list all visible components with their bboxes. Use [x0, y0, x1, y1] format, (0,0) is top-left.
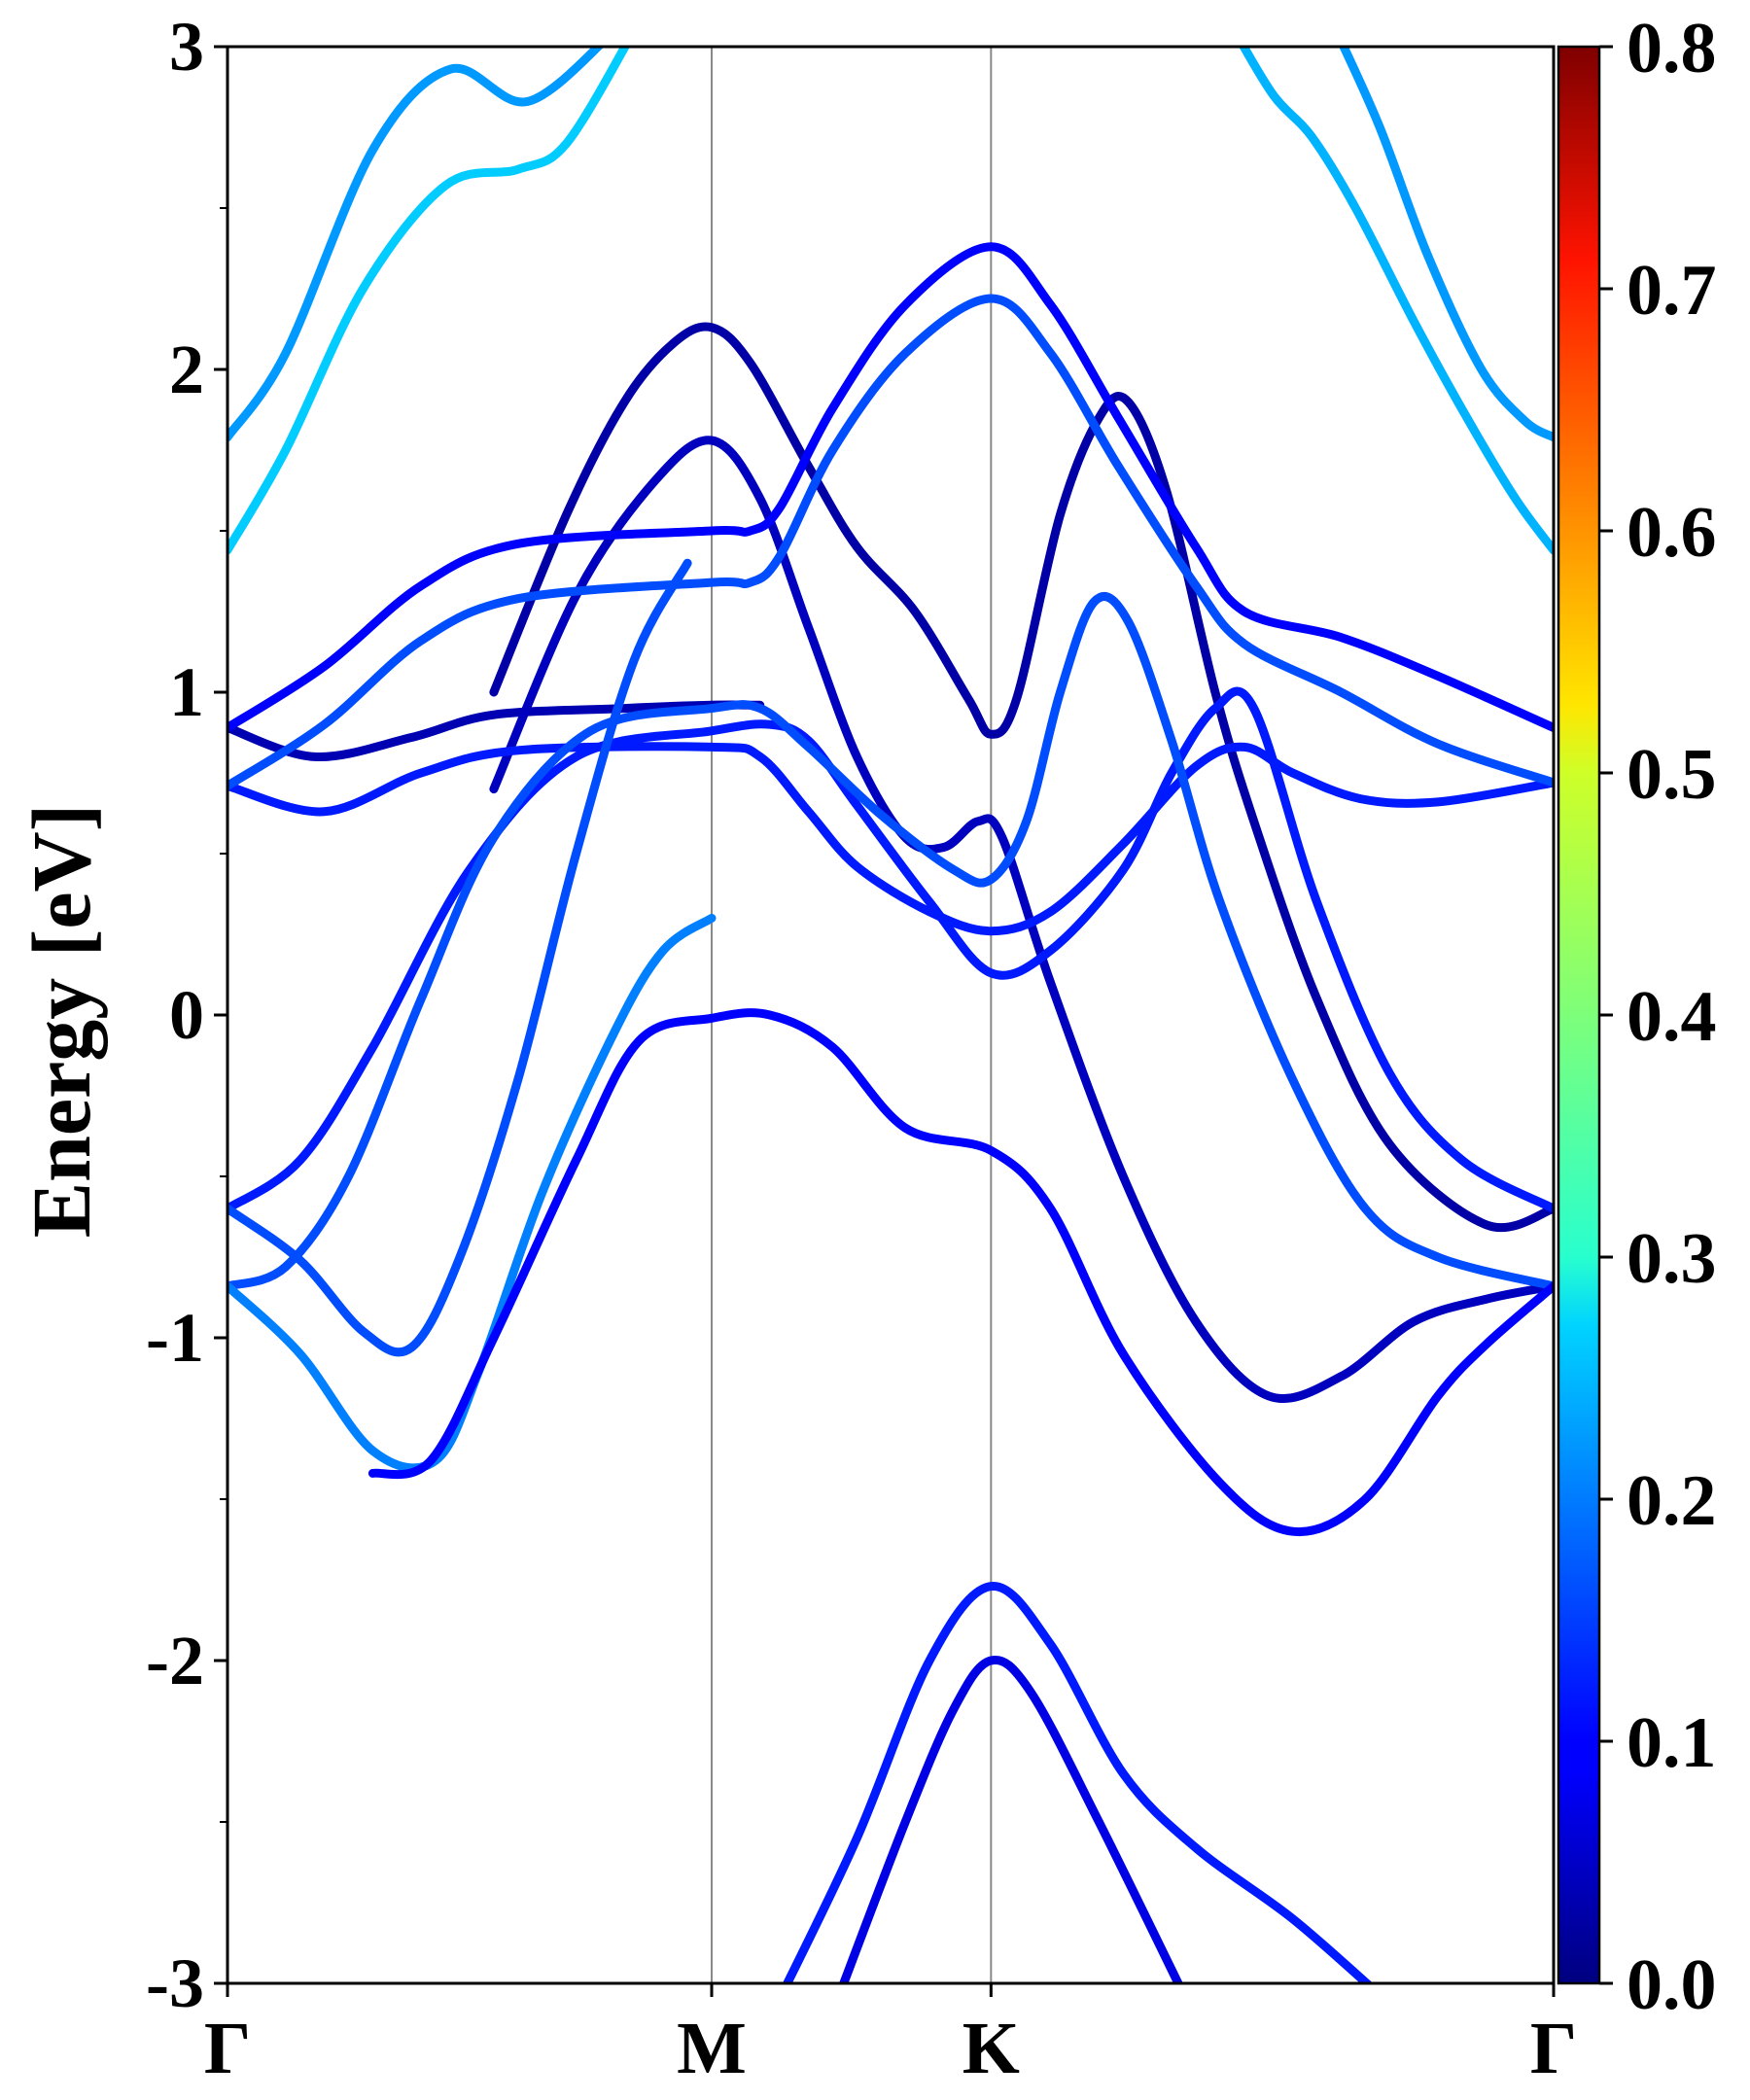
colorbar: 0.0 0.1 0.2 0.3 0.4 0.5 0.6 0.7 0.8: [1557, 9, 1717, 2025]
band-line: [1239, 47, 1554, 555]
x-tick-label: Γ: [1530, 2008, 1577, 2089]
band-line: [228, 242, 1554, 732]
y-tick-label: 1: [169, 653, 204, 731]
colorbar-tick-label: 0.2: [1627, 1461, 1717, 1541]
y-axis: -3 -2 -1 0 1 2 3: [146, 8, 228, 2022]
colorbar-gradient: [1557, 45, 1601, 1985]
band-line: [228, 558, 692, 1357]
colorbar-tick-label: 0.7: [1627, 251, 1717, 331]
band-line: [368, 1008, 1554, 1537]
y-tick-label: -2: [146, 1622, 204, 1699]
x-tick-label: K: [962, 2008, 1020, 2089]
x-tick-label: M: [677, 2008, 747, 2089]
band-line: [228, 294, 1554, 790]
colorbar-ticks: 0.0 0.1 0.2 0.3 0.4 0.5 0.6 0.7 0.8: [1599, 9, 1717, 2025]
colorbar-tick-label: 0.8: [1627, 9, 1717, 88]
band-line: [782, 1582, 1374, 1983]
energy-bands: [228, 47, 1554, 1983]
colorbar-tick-label: 0.4: [1627, 977, 1717, 1057]
plot-frame: [226, 45, 1556, 1985]
band-line: [489, 322, 1554, 1233]
y-tick-label: 3: [169, 8, 204, 86]
band-line: [228, 592, 1554, 1291]
band-line: [228, 47, 631, 555]
y-axis-label: Energy [eV]: [15, 804, 108, 1239]
x-tick-label: Γ: [204, 2008, 251, 2089]
colorbar-tick-label: 0.6: [1627, 493, 1717, 573]
y-tick-label: 2: [169, 331, 204, 408]
y-tick-label: -1: [146, 1299, 204, 1377]
band-line: [489, 436, 1554, 1404]
colorbar-tick-label: 0.0: [1627, 1945, 1717, 2025]
band-line: [1339, 47, 1554, 442]
band-line: [228, 686, 1554, 1213]
band-line: [228, 742, 1554, 936]
colorbar-tick-label: 0.1: [1627, 1703, 1717, 1783]
y-tick-label: 0: [169, 976, 204, 1054]
band-line: [838, 1656, 1183, 1983]
colorbar-tick-label: 0.3: [1627, 1219, 1717, 1299]
band-line: [228, 47, 605, 442]
colorbar-tick-label: 0.5: [1627, 735, 1717, 815]
y-tick-label: -3: [146, 1944, 204, 2022]
